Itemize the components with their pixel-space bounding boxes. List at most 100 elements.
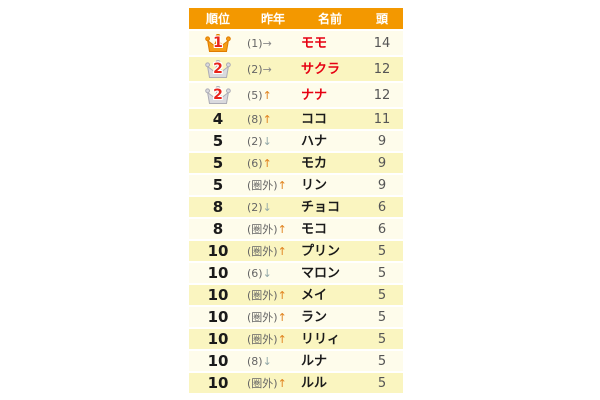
table-row: 4 (8)↑ ココ 11 [189, 109, 403, 131]
last-year-cell: (6)↓ [247, 268, 299, 279]
count-cell: 5 [377, 265, 387, 281]
table-row: 2 (5)↑ ナナ 12 [189, 83, 403, 109]
last-year-cell: (2)↓ [247, 202, 299, 213]
trend-up-arrow-icon: ↑ [277, 332, 287, 346]
table-row: 10 (8)↓ ルナ 5 [189, 351, 403, 373]
last-year-rank: (圏外) [247, 376, 278, 390]
trend-down-arrow-icon: ↓ [262, 200, 272, 214]
table-row: 10 (圏外)↑ ルル 5 [189, 373, 403, 395]
pet-name-cell: ルナ [301, 353, 328, 369]
last-year-rank: (8) [247, 112, 263, 126]
gold-crown-icon: 1 [205, 33, 231, 54]
header-rank: 順位 [205, 11, 230, 26]
rank-cell: 5 [212, 175, 224, 194]
count-cell: 9 [377, 155, 387, 171]
last-year-cell: (圏外)↑ [247, 334, 299, 345]
silver-crown-icon: 2 [205, 59, 231, 80]
rank-cell: 5 [212, 153, 224, 172]
rank-cell: 10 [207, 351, 229, 370]
trend-same-arrow-icon: → [262, 62, 272, 76]
count-cell: 5 [377, 287, 387, 303]
rank-cell: 2 [189, 59, 247, 80]
last-year-rank: (6) [247, 156, 263, 170]
trend-up-arrow-icon: ↑ [277, 288, 287, 302]
last-year-cell: (2)↓ [247, 136, 299, 147]
last-year-cell: (5)↑ [247, 90, 299, 101]
last-year-rank: (圏外) [247, 310, 278, 324]
last-year-rank: (圏外) [247, 222, 278, 236]
trend-up-arrow-icon: ↑ [277, 178, 287, 192]
trend-down-arrow-icon: ↓ [262, 354, 272, 368]
rank-cell: 8 [212, 197, 224, 216]
count-cell: 12 [373, 61, 391, 77]
trend-up-arrow-icon: ↑ [262, 112, 272, 126]
trend-up-arrow-icon: ↑ [262, 88, 272, 102]
last-year-rank: (2) [247, 200, 263, 214]
silver-crown-icon: 2 [205, 85, 231, 106]
table-header-row: 順位 昨年 名前 頭 [189, 8, 403, 31]
rank-cell: 10 [207, 241, 229, 260]
table-row: 8 (圏外)↑ モコ 6 [189, 219, 403, 241]
pet-name-cell: リリィ [301, 331, 341, 347]
trend-up-arrow-icon: ↑ [277, 376, 287, 390]
last-year-cell: (圏外)↑ [247, 246, 299, 257]
rank-cell: 10 [207, 373, 229, 392]
pet-name-cell: モコ [301, 221, 328, 237]
pet-name-cell: ココ [301, 111, 328, 127]
trend-same-arrow-icon: → [262, 36, 272, 50]
rank-cell: 10 [207, 307, 229, 326]
pet-name-cell: モカ [301, 155, 328, 171]
pet-name-cell: リン [301, 177, 328, 193]
last-year-cell: (圏外)↑ [247, 312, 299, 323]
last-year-cell: (1)→ [247, 38, 299, 49]
pet-name-cell: チョコ [301, 199, 341, 215]
last-year-cell: (8)↑ [247, 114, 299, 125]
table-row: 2 (2)→ サクラ 12 [189, 57, 403, 83]
header-count: 頭 [375, 11, 388, 26]
rank-cell: 5 [212, 131, 224, 150]
crown-rank-number: 2 [213, 60, 223, 77]
last-year-rank: (1) [247, 36, 263, 50]
count-cell: 5 [377, 243, 387, 259]
pet-name-cell: ルル [301, 375, 328, 391]
table-row: 5 (2)↓ ハナ 9 [189, 131, 403, 153]
last-year-rank: (6) [247, 266, 263, 280]
last-year-cell: (圏外)↑ [247, 290, 299, 301]
table-row: 5 (6)↑ モカ 9 [189, 153, 403, 175]
table-row: 1 (1)→ モモ 14 [189, 31, 403, 57]
pet-name-cell: マロン [301, 265, 341, 281]
pet-name-cell: ハナ [301, 133, 328, 149]
last-year-rank: (2) [247, 62, 263, 76]
rank-cell: 10 [207, 263, 229, 282]
pet-name-cell: サクラ [301, 61, 341, 77]
trend-down-arrow-icon: ↓ [262, 134, 272, 148]
last-year-rank: (圏外) [247, 244, 278, 258]
table-row: 5 (圏外)↑ リン 9 [189, 175, 403, 197]
rank-cell: 8 [212, 219, 224, 238]
table-row: 8 (2)↓ チョコ 6 [189, 197, 403, 219]
trend-up-arrow-icon: ↑ [277, 222, 287, 236]
rank-cell: 10 [207, 285, 229, 304]
table-row: 10 (6)↓ マロン 5 [189, 263, 403, 285]
count-cell: 5 [377, 353, 387, 369]
trend-up-arrow-icon: ↑ [262, 156, 272, 170]
count-cell: 12 [373, 87, 391, 103]
rank-cell: 10 [207, 329, 229, 348]
last-year-rank: (2) [247, 134, 263, 148]
count-cell: 5 [377, 309, 387, 325]
last-year-rank: (圏外) [247, 178, 278, 192]
table-row: 10 (圏外)↑ リリィ 5 [189, 329, 403, 351]
last-year-cell: (圏外)↑ [247, 378, 299, 389]
count-cell: 14 [373, 35, 391, 51]
pet-name-cell: メイ [301, 287, 328, 303]
last-year-rank: (圏外) [247, 332, 278, 346]
trend-up-arrow-icon: ↑ [277, 244, 287, 258]
table-row: 10 (圏外)↑ メイ 5 [189, 285, 403, 307]
pet-name-cell: ラン [301, 309, 328, 325]
table-row: 10 (圏外)↑ プリン 5 [189, 241, 403, 263]
rank-cell: 4 [212, 109, 224, 128]
count-cell: 6 [377, 199, 387, 215]
last-year-cell: (2)→ [247, 64, 299, 75]
pet-name-cell: プリン [301, 243, 341, 259]
trend-down-arrow-icon: ↓ [262, 266, 272, 280]
